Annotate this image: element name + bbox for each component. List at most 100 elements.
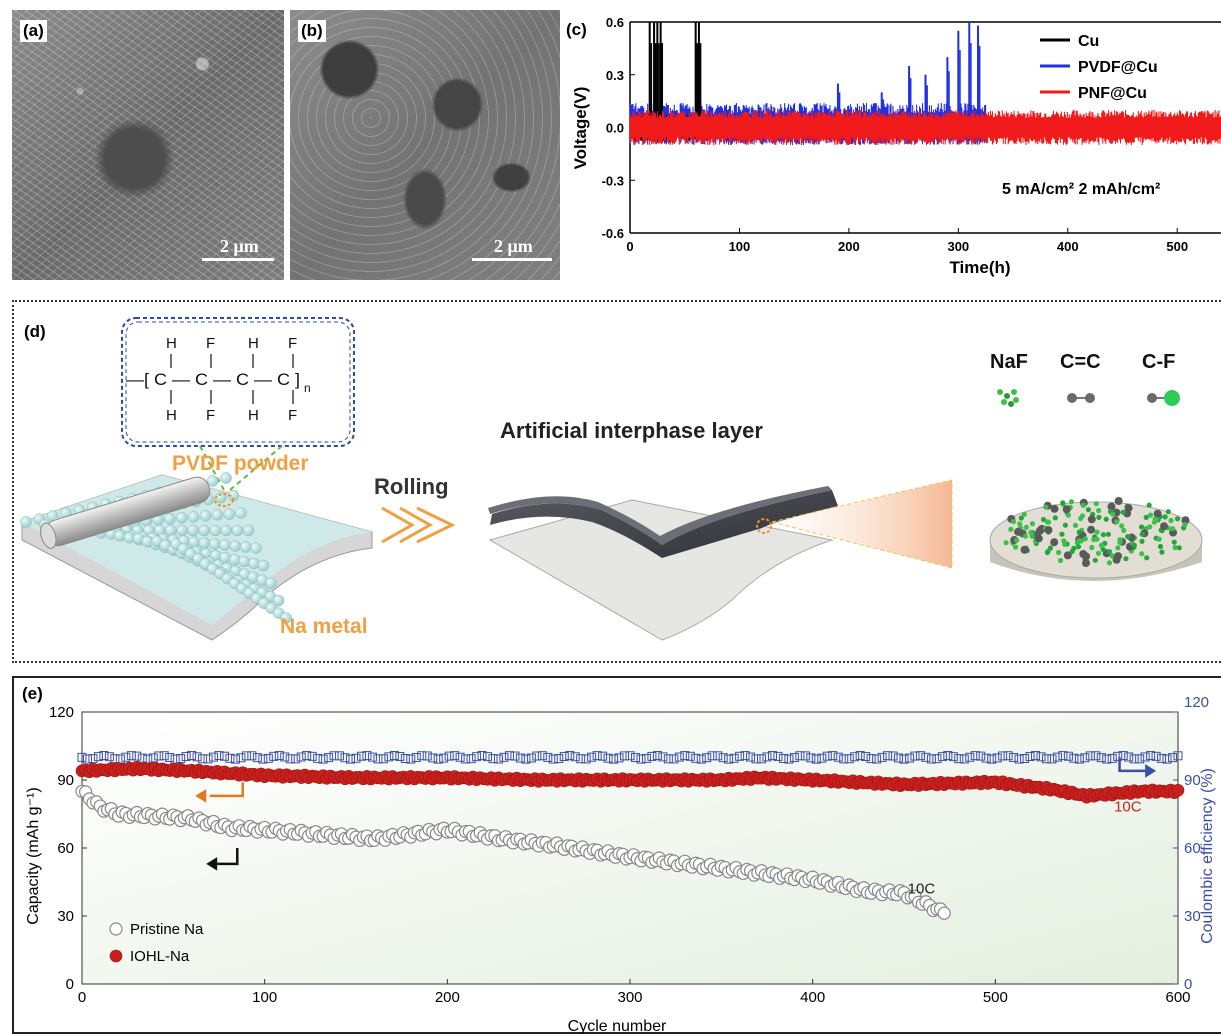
ce-point xyxy=(570,752,580,762)
ce-point xyxy=(126,751,136,761)
naf-particle xyxy=(1100,532,1106,538)
y-tick-label: 30 xyxy=(57,908,74,925)
atom-top-1: H xyxy=(166,335,177,352)
ce-point xyxy=(466,754,476,764)
na-atom xyxy=(208,538,221,550)
ce-point xyxy=(806,753,816,763)
ce-point xyxy=(384,752,394,762)
carbon-atom xyxy=(1107,502,1116,511)
ce-point xyxy=(461,754,471,764)
ce-point xyxy=(702,753,712,763)
ce-point xyxy=(203,754,213,764)
roller xyxy=(40,476,211,549)
ce-point xyxy=(219,751,229,761)
ce-point xyxy=(751,754,761,764)
scale-bar-b xyxy=(472,258,552,261)
na-metal-label: Na metal xyxy=(280,615,368,638)
naf-particle xyxy=(1085,507,1091,513)
naf-particle xyxy=(1174,516,1181,522)
na-atom xyxy=(164,513,176,525)
ce-point xyxy=(1036,752,1046,762)
carbon-atom xyxy=(1153,509,1162,518)
x-tick-label: 500 xyxy=(983,989,1008,1006)
carbon-atom xyxy=(1082,559,1090,568)
x-axis-label: Time(h) xyxy=(949,258,1010,277)
na-atom xyxy=(187,524,199,537)
ce-point xyxy=(1173,751,1183,761)
ce-point xyxy=(209,752,219,762)
ce-point xyxy=(1113,751,1123,761)
naf-particle xyxy=(1029,533,1035,539)
ce-point xyxy=(740,751,750,761)
ce-point xyxy=(510,751,520,761)
interphase-marker xyxy=(756,518,772,534)
scale-label-b: 2 μm xyxy=(494,236,533,256)
naf-particle xyxy=(1105,531,1111,537)
rolling-arrow-icon xyxy=(381,506,456,544)
naf-particle xyxy=(1165,509,1171,515)
ce-point xyxy=(214,751,224,761)
ce-point xyxy=(592,751,602,761)
legend-cc: C=C xyxy=(1060,351,1101,373)
ce-point xyxy=(406,754,416,764)
ce-point xyxy=(1058,751,1068,761)
naf-particle xyxy=(1131,542,1137,548)
x-tick-label: 400 xyxy=(1057,239,1079,254)
naf-particle xyxy=(1043,504,1049,510)
cc-icon xyxy=(1067,393,1095,403)
na-atom xyxy=(187,511,200,523)
panel-a-label: (a) xyxy=(20,20,47,42)
ce-point xyxy=(428,753,438,763)
naf-particle xyxy=(1021,511,1027,517)
na-atom xyxy=(229,540,242,552)
ce-point xyxy=(910,751,920,761)
ce-point xyxy=(998,751,1008,761)
ce-point xyxy=(784,754,794,764)
ce-point xyxy=(680,751,690,761)
ce-point xyxy=(1047,754,1057,764)
ce-point xyxy=(121,752,131,762)
panel-e-label: (e) xyxy=(22,684,43,703)
ce-point xyxy=(800,751,810,761)
ce-point xyxy=(883,751,893,761)
ce-point xyxy=(483,752,493,762)
ce-point xyxy=(1041,754,1051,764)
na-atom xyxy=(250,542,262,554)
pristine-series xyxy=(75,784,951,920)
naf-particle xyxy=(1096,507,1102,514)
carbon-atom xyxy=(1114,552,1123,561)
legend-label-iohl: IOHL-Na xyxy=(130,948,190,965)
ce-point xyxy=(641,753,651,763)
naf-particle xyxy=(1146,502,1152,508)
na-atom xyxy=(219,539,231,551)
pristine-arrowhead-icon xyxy=(206,857,218,871)
x-tick-label: 400 xyxy=(800,989,825,1006)
ce-axis-arrow-icon xyxy=(1118,757,1146,773)
naf-particle xyxy=(1171,539,1177,545)
naf-particle xyxy=(1017,521,1023,527)
ce-point xyxy=(1003,751,1013,761)
naf-particle xyxy=(1094,529,1100,535)
naf-particle xyxy=(1139,531,1145,537)
cycling-panel xyxy=(12,676,1221,1034)
naf-particle xyxy=(1117,537,1123,543)
ce-point xyxy=(302,751,312,761)
naf-particle xyxy=(1168,517,1174,524)
naf-particle xyxy=(1092,557,1098,563)
ce-point xyxy=(104,752,114,762)
ce-point xyxy=(937,752,947,762)
ce-point xyxy=(159,751,169,761)
na-atom xyxy=(257,559,270,572)
naf-particle xyxy=(1119,523,1125,529)
ce-point xyxy=(99,751,109,761)
x-tick-label: 600 xyxy=(1165,989,1190,1006)
sem-image-a: (a) 2 μm xyxy=(12,10,284,280)
ce-point xyxy=(1025,751,1035,761)
ce-point xyxy=(439,753,449,763)
ce-point xyxy=(269,751,279,761)
ce-point xyxy=(1020,753,1030,763)
ce-point xyxy=(537,751,547,761)
naf-particle xyxy=(1060,500,1066,506)
iohl-axis-arrow-icon xyxy=(209,782,244,798)
y2-tick-label: 120 xyxy=(1184,694,1209,711)
